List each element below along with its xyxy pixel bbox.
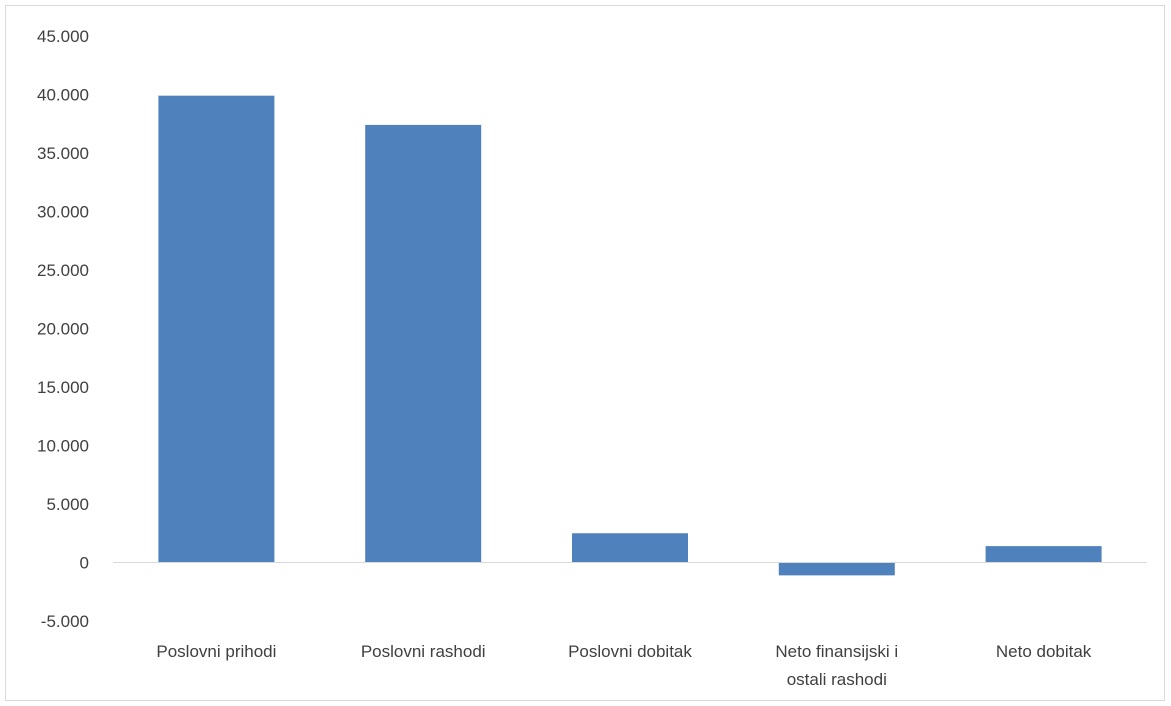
y-tick-label: -5.000 xyxy=(41,612,89,631)
y-tick-label: 45.000 xyxy=(37,27,89,46)
y-tick-label: 30.000 xyxy=(37,203,89,222)
y-tick-label: 25.000 xyxy=(37,261,89,280)
bars xyxy=(158,95,1102,576)
bar xyxy=(572,533,688,563)
y-tick-label: 5.000 xyxy=(46,495,89,514)
y-tick-label: 0 xyxy=(80,554,89,573)
bar xyxy=(365,124,482,563)
y-tick-label: 15.000 xyxy=(37,378,89,397)
x-tick-label: Neto dobitak xyxy=(996,642,1092,661)
x-axis-labels: Poslovni prihodi Poslovni rashodi Poslovni… xyxy=(156,642,1091,689)
y-tick-label: 10.000 xyxy=(37,437,89,456)
y-axis-ticks: -5.000 0 5.000 10.000 15.000 20.000 25.000 30.0… xyxy=(37,27,89,631)
x-tick-label: Poslovni dobitak xyxy=(568,642,692,661)
y-tick-label: 35.000 xyxy=(37,144,89,163)
x-tick-label: Poslovni prihodi xyxy=(156,642,276,661)
y-tick-label: 40.000 xyxy=(37,86,89,105)
bar xyxy=(778,562,895,576)
bar xyxy=(158,95,275,563)
y-tick-label: 20.000 xyxy=(37,320,89,339)
x-tick-label: Poslovni rashodi xyxy=(361,642,486,661)
bar xyxy=(985,546,1102,563)
x-tick-label: Neto finansijski i ostali rashodi xyxy=(775,642,898,689)
